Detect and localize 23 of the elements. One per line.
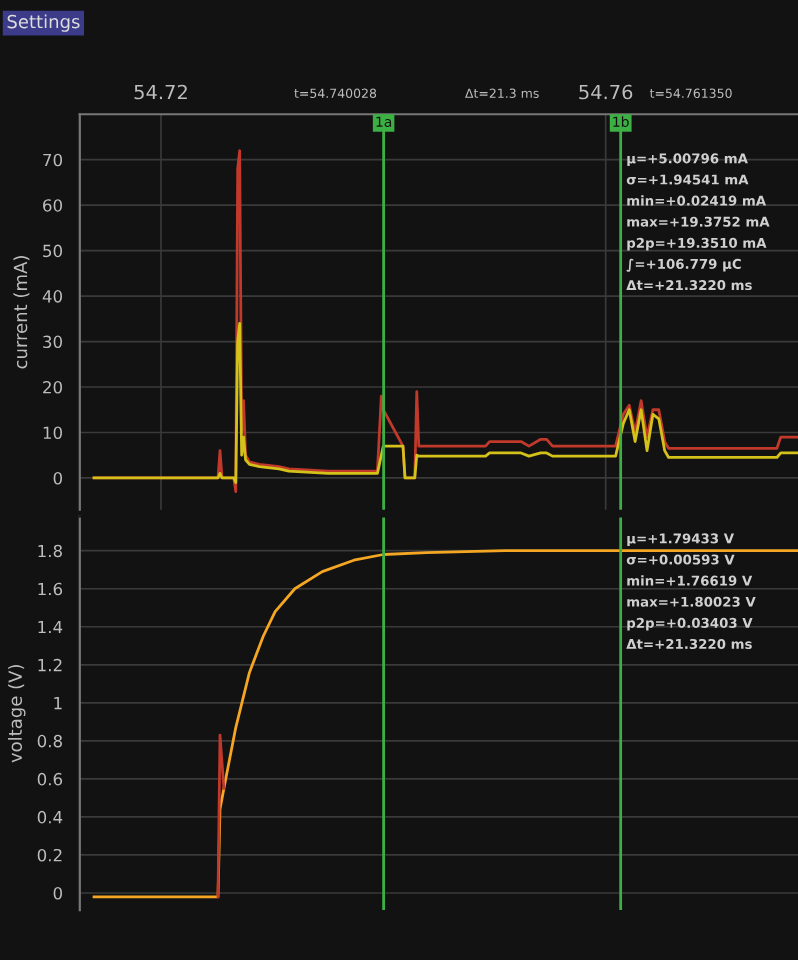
y-tick-label: 60 [43, 199, 63, 212]
y-tick-label: 0.8 [37, 734, 62, 748]
y-tick-label: 1.8 [38, 544, 62, 558]
y-tick-label: 0 [53, 471, 63, 485]
y-tick-label: 0 [53, 886, 63, 900]
x-tick-label: 54.72 [134, 84, 187, 100]
y-axis-title: current (mA) [13, 256, 30, 369]
y-tick-label: 30 [43, 335, 63, 349]
y-axis-title: voltage (V) [8, 665, 26, 763]
y-tick-label: 20 [43, 380, 63, 394]
y-tick-label: 1.4 [38, 620, 63, 634]
text: Settings [7, 14, 80, 32]
y-tick-label: 10 [43, 426, 63, 440]
y-tick-label: 1.2 [38, 658, 62, 672]
y-tick-label: 1 [54, 697, 62, 710]
y-tick-label: 1.6 [38, 582, 63, 596]
x-tick-label: 54.76 [579, 84, 633, 100]
y-tick-label: 0.4 [37, 810, 63, 824]
y-tick-label: 40 [42, 290, 63, 303]
y-tick-label: 70 [43, 153, 63, 167]
y-tick-label: 0.2 [37, 848, 62, 862]
y-tick-label: 0.6 [37, 772, 63, 786]
y-tick-label: 50 [43, 244, 63, 258]
